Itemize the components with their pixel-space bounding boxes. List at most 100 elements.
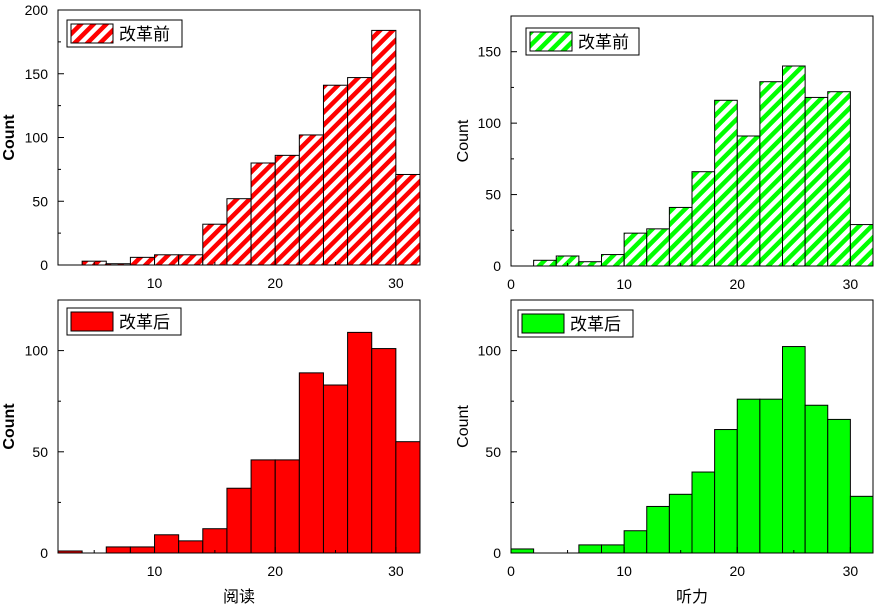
legend-reading-before: 改革前 xyxy=(66,19,183,48)
ytick-label-listening-after-0: 0 xyxy=(493,545,501,561)
bar-reading-after-14 xyxy=(395,441,421,554)
xtick-label-listening-after-0: 0 xyxy=(507,563,515,579)
bar-listening-before-3 xyxy=(601,254,625,267)
bar-listening-after-15 xyxy=(849,495,874,554)
legend-listening-after: 改革后 xyxy=(517,309,634,338)
bar-listening-before-10 xyxy=(759,81,783,267)
bar-listening-before-6 xyxy=(668,206,693,267)
panel-reading-before: 0 50 100 150 200 10 20 30 Count 改革前 xyxy=(1,2,421,291)
xtick-label-listening-before-1: 10 xyxy=(616,276,632,292)
bar-listening-after-5 xyxy=(623,530,648,554)
legend-swatch-reading-after xyxy=(70,311,114,332)
bar-listening-before-9 xyxy=(736,135,761,267)
panel-listening-after: 0 50 100 0 10 20 30 Count 听力 改革后 xyxy=(455,299,874,606)
bar-listening-after-3 xyxy=(578,544,602,554)
xtick-label-listening-after-2: 20 xyxy=(729,563,745,579)
ytick-label-reading-before-1: 50 xyxy=(32,193,48,209)
xtick-label-reading-after-0: 10 xyxy=(147,563,163,579)
ylabel-reading-after: Count xyxy=(1,403,18,450)
bar-listening-before-4 xyxy=(623,232,648,267)
bar-reading-before-12 xyxy=(371,29,397,266)
bar-reading-before-8 xyxy=(274,154,300,266)
bar-listening-before-11 xyxy=(782,65,806,267)
bar-reading-before-7 xyxy=(250,162,276,266)
bar-reading-after-13 xyxy=(371,348,397,554)
bar-reading-before-4 xyxy=(178,254,204,266)
ytick-label-reading-before-3: 150 xyxy=(25,66,49,82)
plot-frame-listening-after xyxy=(510,299,874,554)
bar-listening-before-14 xyxy=(849,224,874,267)
xtick-label-listening-before-2: 20 xyxy=(729,276,745,292)
xtick-label-listening-before-3: 30 xyxy=(843,276,859,292)
legend-label-reading-after: 改革后 xyxy=(119,313,170,332)
ylabel-listening-before: Count xyxy=(455,119,472,162)
xtick-label-reading-after-2: 30 xyxy=(388,563,404,579)
bar-listening-after-10 xyxy=(736,398,761,554)
xtick-label-reading-before-1: 20 xyxy=(267,275,283,291)
bar-listening-after-9 xyxy=(714,429,738,554)
bar-reading-before-2 xyxy=(129,256,156,266)
bar-reading-after-6 xyxy=(202,528,228,554)
bar-listening-after-0 xyxy=(510,548,535,554)
bar-reading-after-9 xyxy=(274,459,300,554)
xtick-label-listening-after-3: 30 xyxy=(843,563,859,579)
bar-reading-after-11 xyxy=(322,384,349,554)
plot-frame-listening-before xyxy=(510,15,874,267)
bar-reading-after-12 xyxy=(347,331,373,554)
bar-reading-before-3 xyxy=(154,254,180,266)
xtick-label-listening-after-1: 10 xyxy=(616,563,632,579)
bar-listening-after-7 xyxy=(668,493,693,554)
bar-listening-after-14 xyxy=(827,418,851,554)
bar-listening-before-13 xyxy=(827,91,851,267)
xtick-label-listening-before-0: 0 xyxy=(507,276,515,292)
ytick-label-reading-before-0: 0 xyxy=(40,257,48,273)
legend-reading-after: 改革后 xyxy=(66,307,182,336)
ytick-label-listening-before-3: 150 xyxy=(478,44,502,60)
ytick-label-reading-after-1: 50 xyxy=(32,444,48,460)
ytick-label-reading-after-0: 0 xyxy=(40,545,48,561)
bar-listening-before-7 xyxy=(691,171,716,267)
bar-reading-before-9 xyxy=(298,134,324,266)
bar-reading-after-4 xyxy=(154,534,180,554)
bar-reading-before-5 xyxy=(202,223,228,266)
xtick-label-reading-before-0: 10 xyxy=(147,275,163,291)
xlabel-listening-after: 听力 xyxy=(676,588,708,606)
legend-label-reading-before: 改革前 xyxy=(119,25,170,44)
bar-reading-after-2 xyxy=(105,546,131,554)
ytick-label-listening-after-2: 100 xyxy=(478,343,502,359)
legend-label-listening-after: 改革后 xyxy=(570,315,621,334)
xlabel-reading-after: 阅读 xyxy=(223,588,255,606)
legend-label-listening-before: 改革前 xyxy=(578,33,629,52)
bar-listening-after-12 xyxy=(782,346,806,554)
bar-reading-after-5 xyxy=(178,540,204,554)
legend-swatch-listening-before xyxy=(529,31,573,52)
bar-reading-after-8 xyxy=(250,459,276,554)
bar-listening-before-12 xyxy=(804,96,829,267)
panel-listening-before: 0 50 100 150 0 10 20 30 Count 改革前 xyxy=(455,15,874,292)
ylabel-listening-after: Count xyxy=(455,405,472,448)
ytick-label-listening-before-1: 50 xyxy=(485,187,501,203)
bar-listening-after-8 xyxy=(691,471,716,554)
xtick-label-reading-before-2: 30 xyxy=(388,275,404,291)
bar-reading-before-11 xyxy=(347,77,373,266)
bar-listening-before-2 xyxy=(578,261,602,267)
legend-listening-before: 改革前 xyxy=(525,27,640,56)
bar-listening-before-8 xyxy=(714,99,738,267)
panel-reading-after: 0 50 100 10 20 30 Count 阅读 改革后 xyxy=(1,299,421,606)
bar-reading-after-3 xyxy=(129,546,156,554)
ylabel-reading-before: Count xyxy=(1,114,18,161)
bar-listening-before-0 xyxy=(533,259,557,267)
bar-reading-before-10 xyxy=(322,84,349,266)
ytick-label-reading-before-2: 100 xyxy=(25,130,49,146)
bar-reading-before-6 xyxy=(226,198,252,266)
ytick-label-reading-after-2: 100 xyxy=(25,343,49,359)
plot-frame-reading-after xyxy=(57,299,421,554)
xtick-label-reading-after-1: 20 xyxy=(267,563,283,579)
legend-swatch-listening-after xyxy=(521,313,565,334)
ytick-label-listening-before-2: 100 xyxy=(478,115,502,131)
ytick-label-reading-before-4: 200 xyxy=(25,2,49,18)
bar-listening-after-13 xyxy=(804,404,829,554)
legend-swatch-reading-before xyxy=(70,23,114,44)
bar-listening-after-11 xyxy=(759,398,783,554)
